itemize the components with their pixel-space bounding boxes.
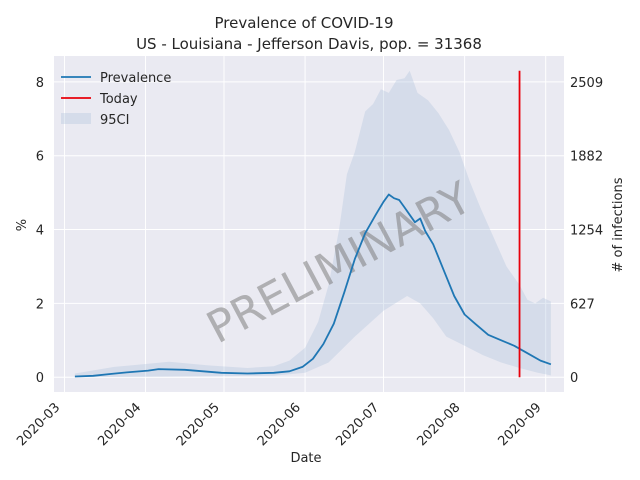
legend: Prevalence Today 95CI (61, 71, 171, 128)
x-tick-label: 2020-09 (495, 400, 544, 449)
y-tick-label: 0 (36, 371, 44, 386)
y-tick-label: 4 (36, 224, 44, 239)
plot-area (54, 56, 564, 392)
y2-tick-label: 627 (570, 297, 595, 312)
line-layer (74, 70, 552, 378)
legend-label-prevalence: Prevalence (100, 71, 171, 86)
y-axis-label: % (15, 219, 30, 231)
ci-band-layer (74, 70, 551, 378)
x-axis-label: Date (290, 451, 321, 466)
y2-tick-label: 2509 (570, 76, 603, 91)
y2-tick-label: 1882 (570, 150, 603, 165)
x-tick-labels: 2020-03 2020-04 2020-05 2020-06 2020-07 2020-… (14, 400, 544, 449)
chart-subtitle: US - Louisiana - Jefferson Davis, pop. =… (136, 35, 482, 53)
x-tick-label: 2020-06 (255, 400, 304, 449)
y-tick-labels: 0 2 4 6 8 (36, 76, 44, 386)
prevalence-line (74, 193, 552, 378)
x-tick-label: 2020-03 (14, 400, 63, 449)
grid (54, 56, 564, 392)
y-tick-label: 2 (36, 297, 44, 312)
x-tick-label: 2020-07 (333, 400, 382, 449)
legend-label-95ci: 95CI (100, 113, 129, 128)
ci-band (74, 70, 551, 378)
x-tick-label: 2020-04 (95, 400, 144, 449)
x-tick-label: 2020-08 (414, 400, 463, 449)
y2-axis-label: # of infections (611, 177, 626, 272)
chart-title: Prevalence of COVID-19 (214, 14, 393, 32)
legend-label-today: Today (99, 92, 138, 107)
y2-tick-label: 1254 (570, 224, 603, 239)
y2-tick-labels: 0 627 1254 1882 2509 (570, 76, 603, 386)
legend-swatch-95ci (61, 113, 91, 124)
y-tick-label: 8 (36, 76, 44, 91)
x-tick-label: 2020-05 (174, 400, 223, 449)
y2-tick-label: 0 (570, 371, 578, 386)
y-tick-label: 6 (36, 150, 44, 165)
